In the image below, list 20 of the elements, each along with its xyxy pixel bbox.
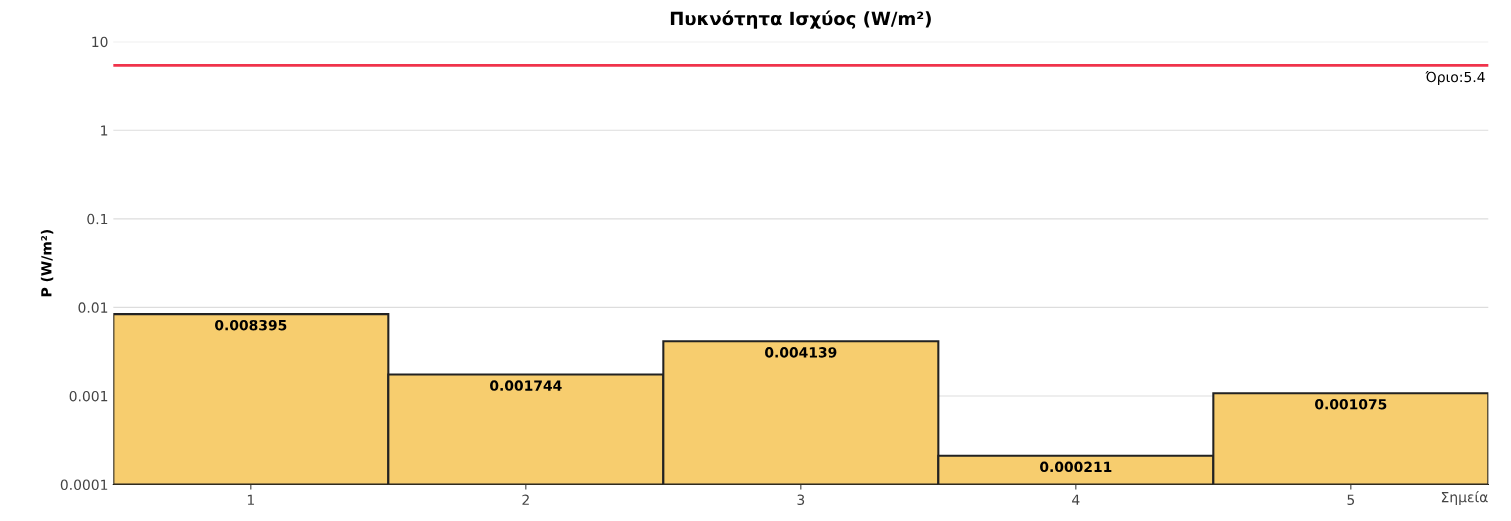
chart-title: Πυκνότητα Ισχύος (W/m²)	[670, 10, 931, 29]
x-tick-label: 4	[1072, 494, 1080, 505]
y-tick-label: 0.01	[78, 302, 108, 313]
x-axis-title: Σημεία	[1441, 491, 1488, 506]
y-tick-label: 10	[92, 36, 108, 48]
y-tick-label: 0.001	[69, 390, 108, 402]
x-tick-label: 5	[1347, 494, 1355, 505]
y-tick-label: 0.0001	[60, 479, 108, 490]
y-tick-label: 0.1	[87, 213, 108, 225]
x-tick-label: 3	[797, 494, 805, 505]
y-axis-title: P (W/m²)	[40, 229, 54, 297]
x-tick-label: 2	[522, 494, 529, 505]
data-label: 0.004139	[765, 347, 837, 358]
x-tick-label: 1	[247, 494, 254, 505]
ref-line-label: Όριο:5.4	[1425, 70, 1485, 85]
data-label: 0.001744	[490, 380, 562, 391]
y-tick-label: 1	[101, 125, 108, 136]
data-label: 0.001075	[1315, 398, 1387, 410]
data-label: 0.008395	[215, 319, 287, 331]
data-label: 0.000211	[1040, 461, 1112, 473]
